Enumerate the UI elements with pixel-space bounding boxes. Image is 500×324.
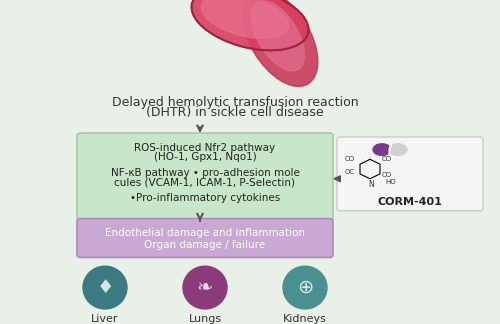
Ellipse shape xyxy=(389,144,407,156)
Text: •Pro-inflammatory cytokines: •Pro-inflammatory cytokines xyxy=(130,193,280,203)
Text: ❧: ❧ xyxy=(197,278,213,297)
Circle shape xyxy=(183,266,227,309)
Text: Lungs: Lungs xyxy=(188,314,222,324)
Ellipse shape xyxy=(242,0,318,87)
FancyBboxPatch shape xyxy=(77,219,333,258)
Ellipse shape xyxy=(201,0,289,39)
Text: HO: HO xyxy=(385,179,396,185)
Text: Liver: Liver xyxy=(91,314,119,324)
Text: Organ damage / failure: Organ damage / failure xyxy=(144,240,266,250)
Ellipse shape xyxy=(192,0,308,51)
Text: CORM-401: CORM-401 xyxy=(378,197,442,207)
FancyBboxPatch shape xyxy=(337,137,483,211)
Text: cules (VCAM-1, ICAM-1, P-Selectin): cules (VCAM-1, ICAM-1, P-Selectin) xyxy=(114,178,296,188)
Text: OC: OC xyxy=(345,169,355,175)
Ellipse shape xyxy=(373,144,391,156)
Ellipse shape xyxy=(252,1,304,71)
Text: Kidneys: Kidneys xyxy=(283,314,327,324)
Text: ⊕: ⊕ xyxy=(297,278,313,297)
Text: NF-κB pathway • pro-adhesion mole: NF-κB pathway • pro-adhesion mole xyxy=(110,168,300,178)
Text: CO: CO xyxy=(345,156,355,162)
Text: (DHTR) in sickle cell disease: (DHTR) in sickle cell disease xyxy=(146,106,324,119)
Text: (HO-1, Gpx1, Nqo1): (HO-1, Gpx1, Nqo1) xyxy=(154,152,256,162)
Text: CO: CO xyxy=(382,172,392,178)
Text: CO: CO xyxy=(382,156,392,162)
Text: ♦: ♦ xyxy=(96,278,114,297)
Circle shape xyxy=(283,266,327,309)
Text: Delayed hemolytic transfusion reaction: Delayed hemolytic transfusion reaction xyxy=(112,97,358,110)
Text: Endothelial damage and inflammation: Endothelial damage and inflammation xyxy=(105,228,305,238)
Text: N: N xyxy=(368,179,374,189)
Text: ROS-induced Nfr2 pathway: ROS-induced Nfr2 pathway xyxy=(134,143,276,153)
FancyBboxPatch shape xyxy=(77,133,333,221)
Circle shape xyxy=(83,266,127,309)
